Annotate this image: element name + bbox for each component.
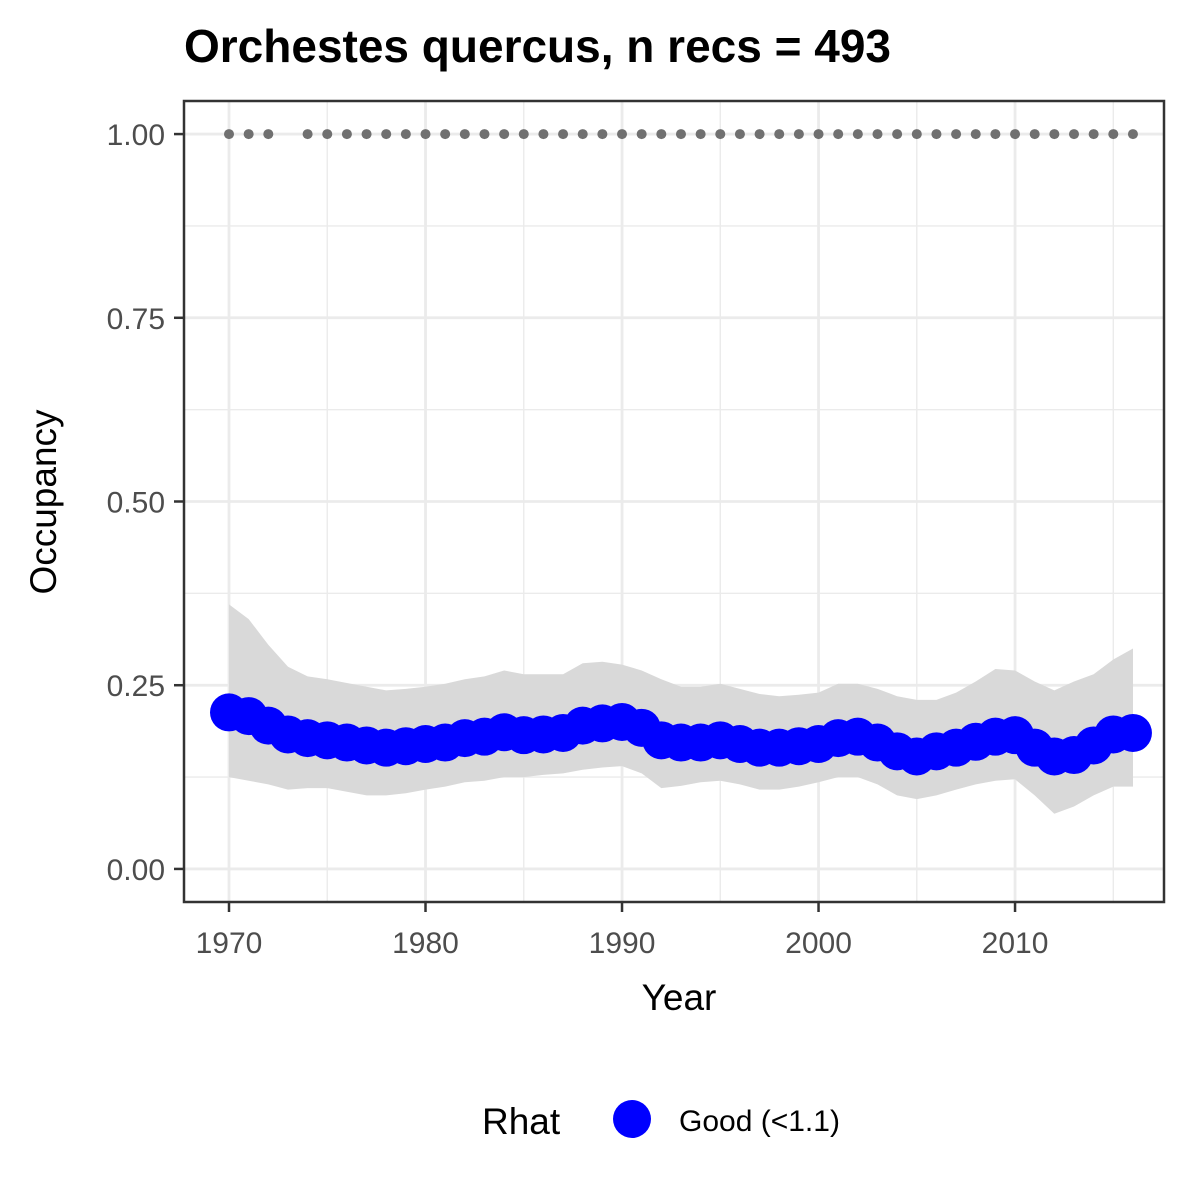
record-point — [400, 129, 411, 140]
legend: Rhat Good (<1.1) — [482, 1100, 840, 1142]
record-point — [656, 129, 667, 140]
x-tick-label: 2000 — [785, 927, 852, 960]
record-point — [1108, 129, 1119, 140]
record-point — [675, 129, 686, 140]
record-point — [774, 129, 785, 140]
record-point — [302, 129, 313, 140]
record-point — [243, 129, 254, 140]
y-axis-title: Occupancy — [23, 409, 64, 595]
record-point — [715, 129, 726, 140]
record-point — [1088, 129, 1099, 140]
record-point — [1029, 129, 1040, 140]
record-point — [263, 129, 274, 140]
record-point — [695, 129, 706, 140]
record-point — [636, 129, 647, 140]
record-point — [892, 129, 903, 140]
x-axis-title: Year — [642, 977, 717, 1018]
record-point — [1127, 129, 1138, 140]
x-tick-label: 2010 — [982, 927, 1049, 960]
y-tick-label: 0.25 — [107, 670, 165, 703]
y-tick-label: 0.50 — [107, 487, 165, 520]
record-point — [1010, 129, 1021, 140]
y-tick-label: 0.75 — [107, 303, 165, 336]
record-point — [224, 129, 235, 140]
x-tick-label: 1970 — [196, 927, 263, 960]
record-point — [911, 129, 922, 140]
occupancy-point — [1113, 713, 1152, 752]
record-point — [990, 129, 1001, 140]
record-point — [381, 129, 392, 140]
record-point — [951, 129, 962, 140]
record-point — [617, 129, 628, 140]
record-point — [518, 129, 529, 140]
record-point — [420, 129, 431, 140]
record-point — [970, 129, 981, 140]
record-point — [852, 129, 863, 140]
x-tick-label: 1990 — [589, 927, 656, 960]
record-point — [734, 129, 745, 140]
record-point — [931, 129, 942, 140]
x-tick-label: 1980 — [392, 927, 459, 960]
record-point — [597, 129, 608, 140]
record-point — [361, 129, 372, 140]
record-point — [577, 129, 588, 140]
record-point — [341, 129, 352, 140]
record-point — [793, 129, 804, 140]
record-point — [833, 129, 844, 140]
record-point — [558, 129, 569, 140]
record-point — [538, 129, 549, 140]
legend-title: Rhat — [482, 1101, 561, 1142]
y-tick-label: 1.00 — [107, 119, 165, 152]
record-point — [479, 129, 490, 140]
chart-title: Orchestes quercus, n recs = 493 — [184, 20, 891, 72]
record-point — [754, 129, 765, 140]
record-point — [813, 129, 824, 140]
legend-label-good: Good (<1.1) — [679, 1105, 840, 1138]
record-point — [459, 129, 470, 140]
legend-key-good — [613, 1100, 651, 1138]
record-point — [872, 129, 883, 140]
record-point — [440, 129, 451, 140]
record-point — [1049, 129, 1060, 140]
record-point — [499, 129, 510, 140]
record-point — [1068, 129, 1079, 140]
y-tick-label: 0.00 — [107, 854, 165, 887]
record-point — [322, 129, 333, 140]
